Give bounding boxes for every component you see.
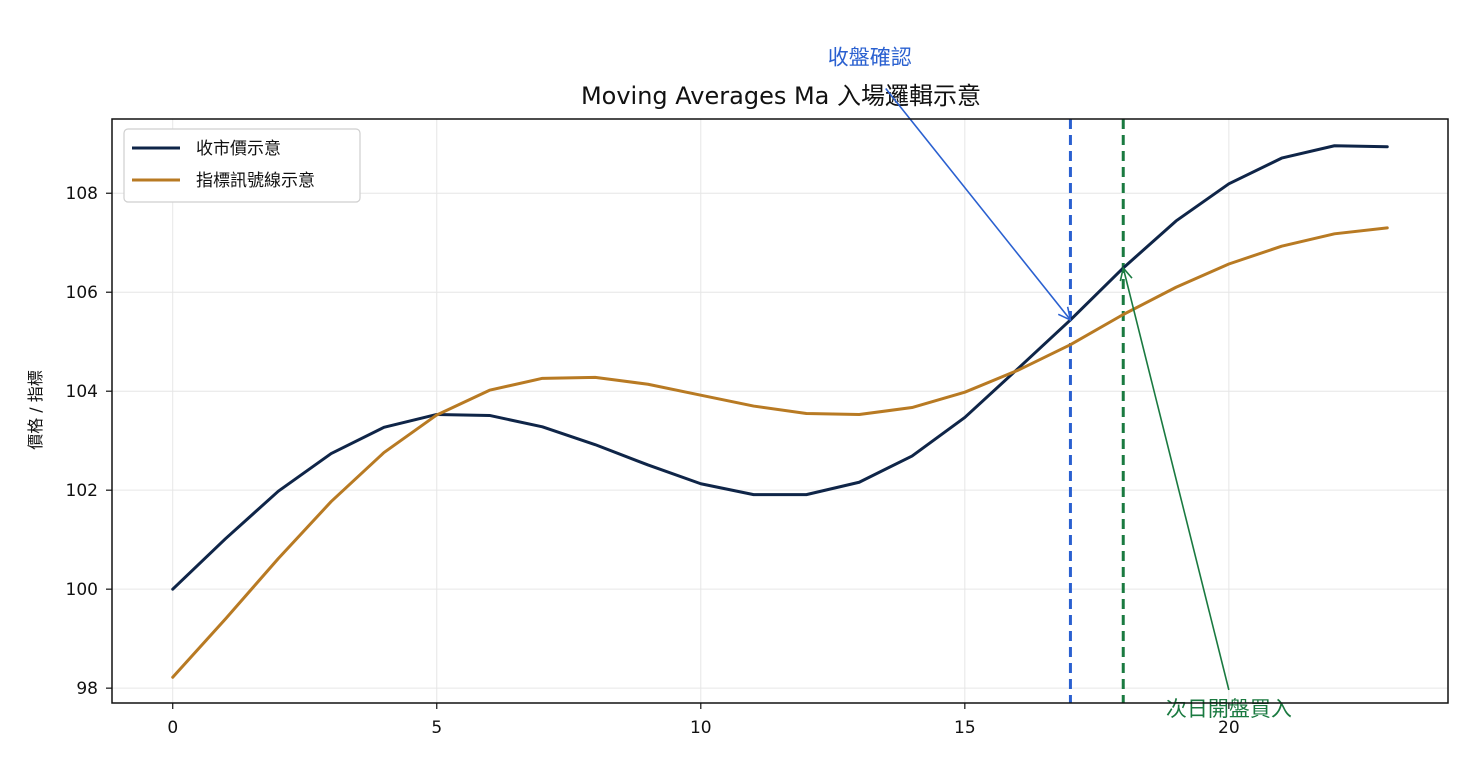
confirm-annotation-arrow [885,88,1072,321]
entry-annotation-arrow [1122,267,1230,691]
x-tick-label: 20 [1218,718,1240,738]
y-tick-label: 104 [66,382,98,402]
signal-line [171,226,1389,679]
x-axis-ticks: 0 5 10 15 20 [167,703,1240,738]
x-tick-label: 10 [690,718,712,738]
y-tick-label: 106 [66,283,98,303]
legend-label-close-price: 收市價示意 [196,139,281,159]
y-axis-ticks: 98 100 102 104 106 108 [66,184,112,699]
close-price-line [171,144,1389,591]
y-tick-label: 102 [66,481,98,501]
y-tick-label: 108 [66,184,98,204]
x-tick-label: 15 [954,718,976,738]
y-axis-label: 價格 / 指標 [26,370,45,450]
entry-arrowhead [1119,266,1133,282]
plot-frame [111,118,1449,704]
legend-label-signal: 指標訊號線示意 [196,171,315,191]
confirm-arrowhead [1057,306,1072,322]
chart-title: Moving Averages Ma 入場邏輯示意 [581,82,981,110]
confirm-annotation-label: 收盤確認 [828,46,912,70]
legend-box [123,128,361,203]
y-tick-label: 98 [76,679,98,699]
y-tick-label: 100 [66,580,98,600]
series-layer [171,144,1389,679]
x-tick-label: 0 [167,718,178,738]
x-tick-label: 5 [431,718,442,738]
vertical-lines [1068,119,1125,703]
